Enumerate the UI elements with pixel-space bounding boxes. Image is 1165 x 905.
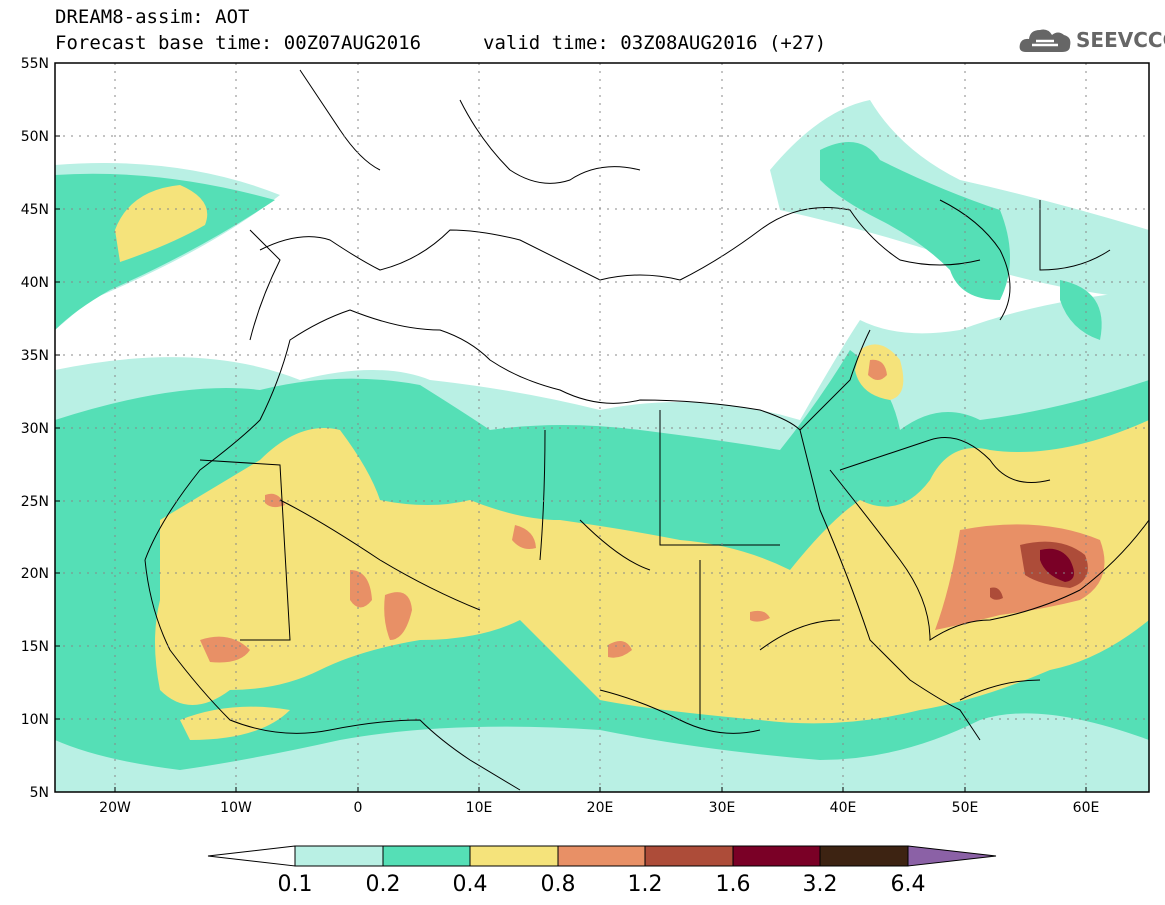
lat-label: 40N <box>21 275 49 291</box>
logo-text: SEEVCCC <box>1076 28 1165 52</box>
lon-label: 20W <box>99 800 131 816</box>
aot-field <box>55 63 1149 792</box>
aot-band-0-4 <box>115 185 1149 740</box>
lat-label: 10N <box>21 712 49 728</box>
colorbar-segment <box>294 845 384 867</box>
lat-label: 15N <box>21 639 49 655</box>
tick-marks <box>55 62 1087 793</box>
colorbar <box>207 845 997 867</box>
lon-label: 10E <box>466 800 493 816</box>
map-title: DREAM8-assim: AOT <box>55 6 250 28</box>
lon-label: 0 <box>354 800 363 816</box>
colorbar-label: 6.4 <box>890 872 926 897</box>
base-time: Forecast base time: 00Z07AUG2016 <box>55 32 422 54</box>
forecast-times: Forecast base time: 00Z07AUG2016 valid ti… <box>55 32 826 54</box>
colorbar-segment <box>382 845 471 867</box>
coastlines <box>144 69 1149 791</box>
lat-label: 50N <box>21 129 49 145</box>
lat-label: 5N <box>30 785 49 801</box>
lat-label: 30N <box>21 421 49 437</box>
lon-label: 60E <box>1073 800 1100 816</box>
lon-label: 50E <box>952 800 979 816</box>
lon-label: 40E <box>830 800 857 816</box>
aot-band-1-6 <box>1040 548 1074 582</box>
colorbar-segment <box>819 845 909 867</box>
lon-label: 30E <box>709 800 736 816</box>
colorbar-over-arrow <box>907 845 997 867</box>
colorbar-label: 3.2 <box>802 872 838 897</box>
cloud-icon <box>1019 29 1071 52</box>
lat-labels: 55N 50N 45N 40N 35N 30N 25N 20N 15N 10N … <box>21 56 49 801</box>
colorbar-segment <box>557 845 646 867</box>
lat-label: 20N <box>21 566 49 582</box>
colorbar-segment <box>732 845 821 867</box>
seevccc-logo: SEEVCCC <box>1018 22 1165 56</box>
colorbar-label: 0.4 <box>452 872 488 897</box>
gridlines <box>55 63 1149 792</box>
lon-label: 20E <box>587 800 614 816</box>
lat-label: 45N <box>21 202 49 218</box>
colorbar-label: 0.2 <box>365 872 401 897</box>
colorbar-under-arrow <box>207 845 296 867</box>
lat-label: 55N <box>21 56 49 72</box>
colorbar-label: 0.1 <box>277 872 313 897</box>
colorbar-label: 0.8 <box>540 872 576 897</box>
colorbar-label: 1.6 <box>715 872 751 897</box>
lat-label: 35N <box>21 348 49 364</box>
lon-labels: 20W 10W 0 10E 20E 30E 40E 50E 60E <box>99 800 1099 816</box>
lon-label: 10W <box>220 800 252 816</box>
colorbar-segment <box>469 845 559 867</box>
valid-time: valid time: 03Z08AUG2016 (+27) <box>483 32 827 54</box>
lat-label: 25N <box>21 494 49 510</box>
colorbar-label: 1.2 <box>627 872 663 897</box>
colorbar-segment <box>644 845 734 867</box>
